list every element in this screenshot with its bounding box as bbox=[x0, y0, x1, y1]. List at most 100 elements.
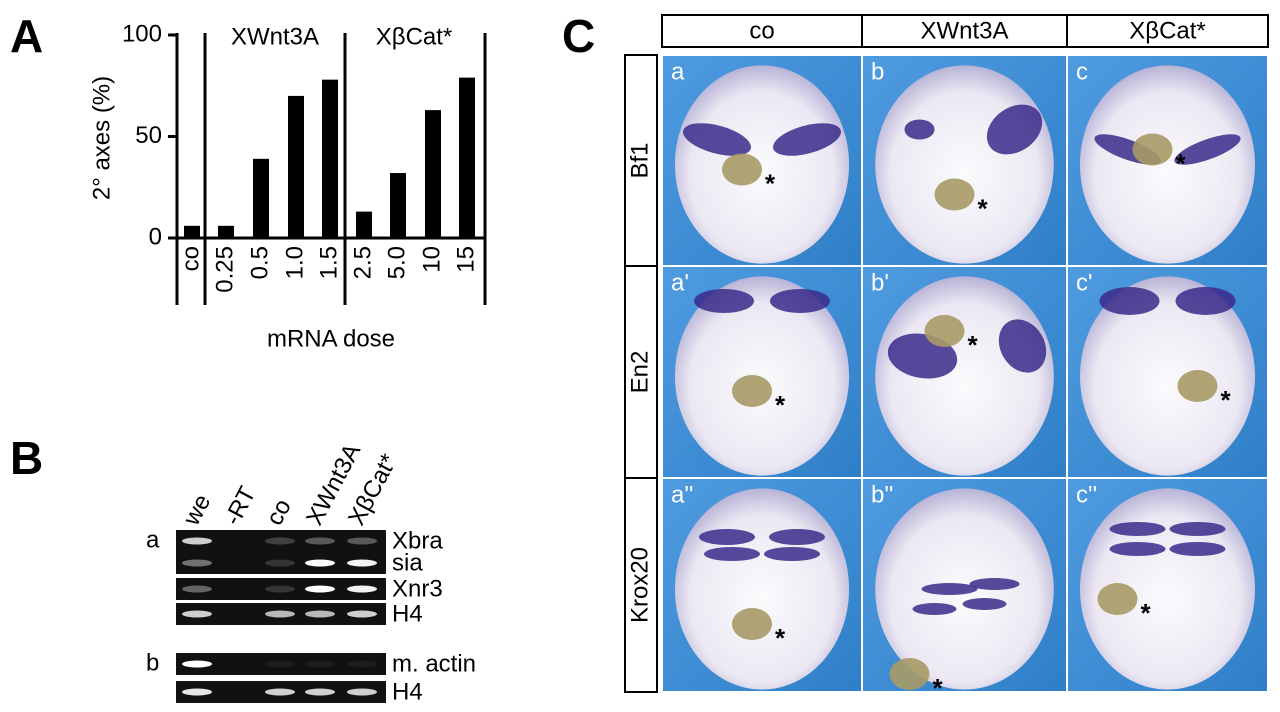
bar bbox=[184, 225, 200, 238]
gel-band bbox=[305, 585, 335, 593]
embryo bbox=[1079, 488, 1256, 690]
x-tick-label: 1.0 bbox=[281, 246, 308, 279]
gel-band bbox=[265, 660, 295, 668]
gene-label: sia bbox=[392, 549, 423, 576]
stain bbox=[682, 123, 752, 156]
stain bbox=[1109, 522, 1166, 536]
gene-label: H4 bbox=[392, 678, 423, 705]
section-label: a bbox=[146, 526, 160, 553]
asterisk: * bbox=[775, 390, 786, 420]
stain bbox=[1175, 287, 1236, 315]
asterisk: * bbox=[932, 673, 943, 703]
y-axis-label: 2° axes (%) bbox=[88, 76, 115, 200]
graft bbox=[722, 153, 762, 186]
stain bbox=[998, 319, 1047, 373]
gel-strip bbox=[176, 578, 386, 600]
gene-label: Xbra bbox=[392, 527, 443, 554]
gel-band bbox=[305, 688, 335, 696]
cell-label: b' bbox=[871, 269, 889, 296]
embryo bbox=[674, 488, 850, 690]
asterisk: * bbox=[1175, 148, 1186, 178]
asterisk: * bbox=[1140, 598, 1151, 628]
gel-band bbox=[265, 537, 295, 545]
stain bbox=[986, 104, 1043, 155]
stain bbox=[704, 547, 760, 561]
embryo bbox=[875, 65, 1054, 264]
gene-label: H4 bbox=[392, 600, 423, 627]
asterisk: * bbox=[765, 168, 776, 198]
bar bbox=[425, 110, 441, 238]
cell-label: c' bbox=[1076, 269, 1093, 296]
x-tick-label: 1.5 bbox=[315, 246, 342, 279]
gel-band bbox=[305, 610, 335, 618]
group-label: XWnt3A bbox=[231, 23, 319, 50]
header-box bbox=[661, 14, 1269, 48]
row-label: Krox20 bbox=[626, 547, 653, 623]
stain bbox=[921, 583, 978, 595]
cell-label: c bbox=[1076, 58, 1088, 85]
row-label-box bbox=[624, 54, 658, 693]
graft bbox=[1097, 583, 1138, 615]
group-label: XβCat* bbox=[376, 23, 453, 50]
gel-band bbox=[347, 610, 377, 618]
gel-band bbox=[265, 585, 295, 593]
graft bbox=[1177, 370, 1218, 402]
graft bbox=[889, 658, 930, 690]
gel-band bbox=[347, 537, 377, 545]
embryo bbox=[875, 276, 1054, 476]
x-tick-label: 5.0 bbox=[383, 246, 410, 279]
panel-label: A bbox=[10, 10, 43, 62]
embryo bbox=[1079, 276, 1256, 476]
embryo bbox=[674, 65, 850, 264]
graft bbox=[924, 315, 965, 347]
gel-strip bbox=[176, 653, 386, 675]
gel-band bbox=[182, 688, 212, 696]
stain bbox=[1169, 522, 1226, 536]
x-tick-label: co bbox=[177, 246, 204, 271]
asterisk: * bbox=[967, 330, 978, 360]
x-axis-label: mRNA dose bbox=[267, 325, 395, 352]
stain bbox=[912, 603, 957, 615]
bar bbox=[390, 173, 406, 238]
stain bbox=[904, 119, 935, 140]
gene-label: m. actin bbox=[392, 650, 476, 677]
cell-label: b'' bbox=[871, 481, 894, 508]
y-tick-label: 0 bbox=[149, 223, 162, 250]
bar bbox=[218, 225, 234, 238]
stain bbox=[969, 578, 1020, 590]
row-label: Bf1 bbox=[626, 142, 653, 178]
lane-label: -RT bbox=[219, 482, 262, 530]
asterisk: * bbox=[1220, 385, 1231, 415]
asterisk: * bbox=[977, 193, 988, 223]
stain bbox=[962, 598, 1007, 610]
row-label: En2 bbox=[626, 351, 653, 394]
y-tick-label: 100 bbox=[122, 20, 162, 47]
graft bbox=[934, 178, 975, 211]
stain bbox=[770, 289, 830, 313]
gel-band bbox=[305, 537, 335, 545]
x-tick-label: 0.5 bbox=[246, 246, 273, 279]
gel-band bbox=[182, 537, 212, 545]
lane-label: we bbox=[178, 490, 217, 531]
gel-band bbox=[265, 610, 295, 618]
graft bbox=[732, 375, 772, 407]
bar bbox=[459, 77, 475, 238]
gel-band bbox=[182, 585, 212, 593]
stain bbox=[1109, 542, 1166, 556]
bar bbox=[356, 211, 372, 238]
x-tick-label: 15 bbox=[452, 246, 479, 273]
cell-label: a bbox=[671, 58, 685, 85]
stain bbox=[699, 529, 755, 545]
stain bbox=[769, 529, 825, 545]
x-tick-label: 10 bbox=[418, 246, 445, 273]
gel-band bbox=[347, 688, 377, 696]
column-label: co bbox=[749, 17, 774, 44]
gel-band bbox=[265, 559, 295, 567]
gel-band bbox=[305, 559, 335, 567]
panel-label: B bbox=[10, 432, 43, 484]
cell-label: a'' bbox=[671, 481, 694, 508]
gel-band bbox=[182, 660, 212, 668]
lane-label: co bbox=[261, 495, 297, 530]
section-label: b bbox=[146, 649, 159, 676]
